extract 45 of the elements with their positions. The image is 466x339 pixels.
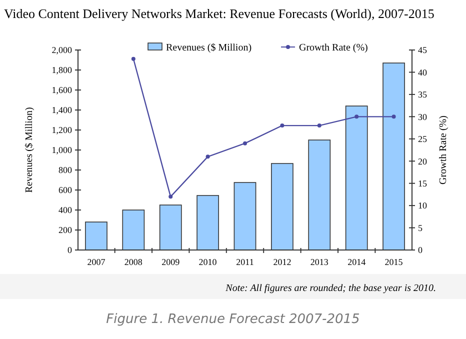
legend-label: Revenues ($ Million)	[166, 42, 252, 54]
x-tick-label: 2014	[348, 257, 366, 267]
x-tick-label: 2008	[124, 257, 143, 267]
y-tick-label: 400	[58, 205, 72, 216]
y-tick-label: 0	[68, 245, 72, 256]
x-tick-label: 2007	[87, 257, 106, 267]
point	[168, 194, 173, 199]
point	[354, 114, 359, 119]
y2-tick-label: 25	[418, 134, 428, 144]
y2-tick-label: 40	[418, 67, 428, 78]
y2-tick-label: 35	[418, 90, 428, 100]
y-axis-title: Revenues ($ Million)	[24, 107, 35, 193]
point	[131, 56, 136, 61]
x-tick-label: 2009	[162, 257, 180, 267]
y2-tick-label: 30	[418, 112, 428, 122]
y2-tick-label: 10	[418, 200, 428, 211]
y-tick-label: 600	[58, 185, 72, 196]
caption: Figure 1. Revenue Forecast 2007-2015	[106, 312, 360, 327]
y-tick-label: 1,400	[52, 105, 72, 116]
x-tick-label: 2013	[310, 257, 329, 267]
y2-tick-label: 5	[418, 222, 423, 233]
text: Note: All figures are rounded; the base year is 2010.	[224, 283, 436, 294]
x-tick-label: 2010	[198, 257, 218, 267]
point	[206, 154, 210, 159]
y2-tick-label: 0	[418, 245, 423, 256]
point	[392, 114, 396, 119]
y-tick-label: 1,200	[52, 125, 72, 136]
y-tick-label: 1,600	[52, 85, 72, 96]
y-tick-label: 200	[58, 225, 72, 236]
legend-label: Growth Rate (%)	[299, 42, 368, 54]
point	[317, 124, 322, 128]
y2-axis-title: Growth Rate (%)	[438, 116, 449, 184]
x-tick-label: 2012	[273, 257, 292, 267]
x-tick-label: 2011	[236, 257, 254, 267]
y-tick-label: 2,000	[52, 45, 72, 56]
x-tick-label: 2015	[384, 257, 404, 267]
y2-tick-label: 15	[418, 178, 428, 188]
y2-tick-label: 20	[418, 156, 428, 166]
y2-tick-label: 45	[418, 45, 428, 56]
chart-title: Video Content Delivery Networks Market: Revenue Forecasts (World), 2007-2015	[4, 6, 434, 21]
point	[243, 141, 247, 146]
y-tick-label: 800	[58, 165, 72, 176]
y-tick-label: 1,800	[52, 65, 72, 76]
y-tick-label: 1,000	[52, 145, 72, 156]
point	[280, 124, 284, 128]
